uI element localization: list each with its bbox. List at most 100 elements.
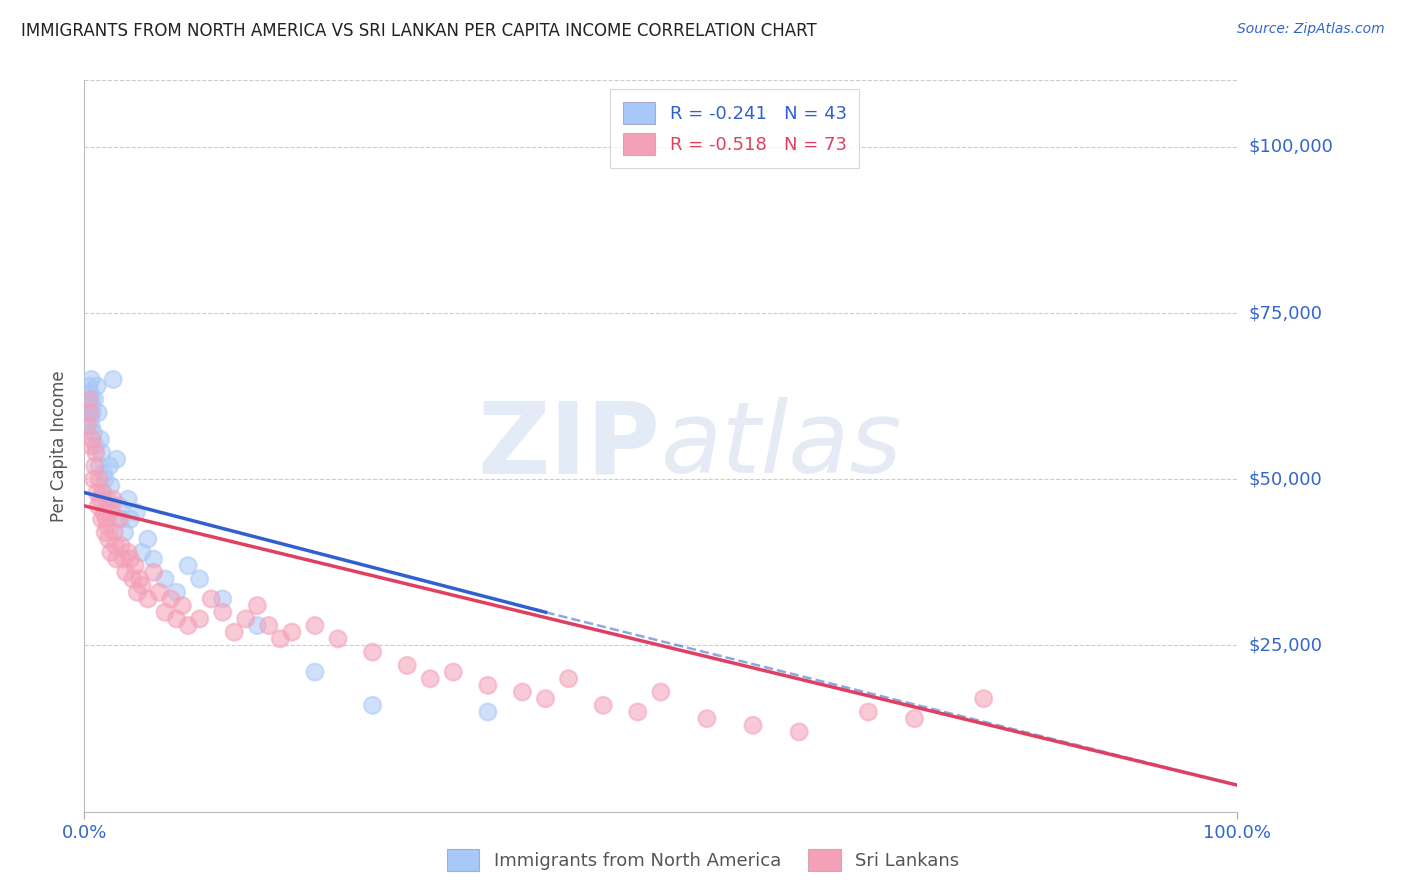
Point bbox=[79, 385, 101, 400]
Point bbox=[224, 625, 246, 640]
Point bbox=[90, 445, 112, 459]
Text: ZIP: ZIP bbox=[478, 398, 661, 494]
Point bbox=[82, 406, 104, 420]
Point bbox=[858, 705, 880, 719]
Text: $50,000: $50,000 bbox=[1249, 470, 1322, 488]
Point bbox=[257, 618, 280, 632]
Point bbox=[136, 532, 159, 546]
Point bbox=[101, 499, 124, 513]
Text: Source: ZipAtlas.com: Source: ZipAtlas.com bbox=[1237, 22, 1385, 37]
Point bbox=[142, 566, 165, 580]
Point bbox=[114, 525, 136, 540]
Point bbox=[76, 419, 98, 434]
Point bbox=[419, 672, 441, 686]
Point bbox=[103, 492, 124, 507]
Y-axis label: Per Capita Income: Per Capita Income bbox=[51, 370, 69, 522]
Point bbox=[131, 579, 153, 593]
Point bbox=[153, 605, 176, 619]
Point bbox=[160, 591, 183, 606]
Point bbox=[903, 712, 925, 726]
Point bbox=[326, 632, 349, 646]
Point bbox=[96, 492, 118, 507]
Point bbox=[104, 539, 127, 553]
Text: $75,000: $75,000 bbox=[1249, 304, 1323, 322]
Point bbox=[211, 605, 233, 619]
Point bbox=[83, 472, 105, 486]
Point bbox=[304, 618, 326, 632]
Point bbox=[87, 406, 110, 420]
Point bbox=[117, 545, 139, 559]
Point bbox=[93, 466, 115, 480]
Point bbox=[177, 558, 200, 573]
Point bbox=[89, 492, 111, 507]
Point bbox=[396, 658, 419, 673]
Point bbox=[115, 566, 138, 580]
Point bbox=[94, 525, 117, 540]
Point bbox=[84, 439, 107, 453]
Point bbox=[87, 499, 110, 513]
Legend: R = -0.241   N = 43, R = -0.518   N = 73: R = -0.241 N = 43, R = -0.518 N = 73 bbox=[610, 89, 859, 168]
Point bbox=[77, 392, 100, 407]
Point bbox=[477, 678, 499, 692]
Point bbox=[77, 412, 100, 426]
Point bbox=[177, 618, 200, 632]
Point bbox=[77, 379, 100, 393]
Point bbox=[235, 612, 257, 626]
Point bbox=[112, 552, 135, 566]
Point bbox=[84, 445, 107, 459]
Point bbox=[696, 712, 718, 726]
Point bbox=[136, 591, 159, 606]
Point bbox=[80, 372, 103, 386]
Point bbox=[90, 512, 112, 526]
Point bbox=[557, 672, 579, 686]
Point bbox=[246, 599, 269, 613]
Point bbox=[91, 485, 114, 500]
Point bbox=[89, 433, 111, 447]
Point bbox=[82, 433, 104, 447]
Point bbox=[125, 506, 148, 520]
Point bbox=[172, 599, 194, 613]
Point bbox=[86, 485, 108, 500]
Point bbox=[103, 525, 125, 540]
Point bbox=[89, 472, 111, 486]
Text: atlas: atlas bbox=[661, 398, 903, 494]
Point bbox=[142, 552, 165, 566]
Point bbox=[76, 392, 98, 407]
Point bbox=[80, 439, 103, 453]
Point bbox=[534, 691, 557, 706]
Point bbox=[108, 499, 131, 513]
Point bbox=[120, 552, 142, 566]
Point bbox=[246, 618, 269, 632]
Point bbox=[83, 392, 105, 407]
Point bbox=[477, 705, 499, 719]
Point bbox=[441, 665, 464, 679]
Point bbox=[83, 458, 105, 473]
Point bbox=[361, 645, 384, 659]
Point bbox=[148, 585, 170, 599]
Point bbox=[128, 572, 150, 586]
Point bbox=[512, 685, 534, 699]
Point bbox=[108, 512, 131, 526]
Point bbox=[211, 591, 233, 606]
Point bbox=[153, 572, 176, 586]
Legend: Immigrants from North America, Sri Lankans: Immigrants from North America, Sri Lanka… bbox=[440, 842, 966, 879]
Text: $25,000: $25,000 bbox=[1249, 637, 1323, 655]
Point bbox=[127, 585, 149, 599]
Point bbox=[117, 492, 139, 507]
Point bbox=[79, 399, 101, 413]
Point bbox=[93, 506, 115, 520]
Point bbox=[100, 479, 122, 493]
Point bbox=[124, 558, 146, 573]
Point bbox=[361, 698, 384, 713]
Point bbox=[98, 506, 121, 520]
Point bbox=[200, 591, 222, 606]
Point bbox=[120, 512, 142, 526]
Point bbox=[80, 419, 103, 434]
Point bbox=[166, 612, 188, 626]
Point bbox=[100, 545, 122, 559]
Point bbox=[89, 458, 111, 473]
Point bbox=[105, 452, 128, 467]
Point bbox=[787, 725, 810, 739]
Point bbox=[121, 572, 143, 586]
Point bbox=[627, 705, 650, 719]
